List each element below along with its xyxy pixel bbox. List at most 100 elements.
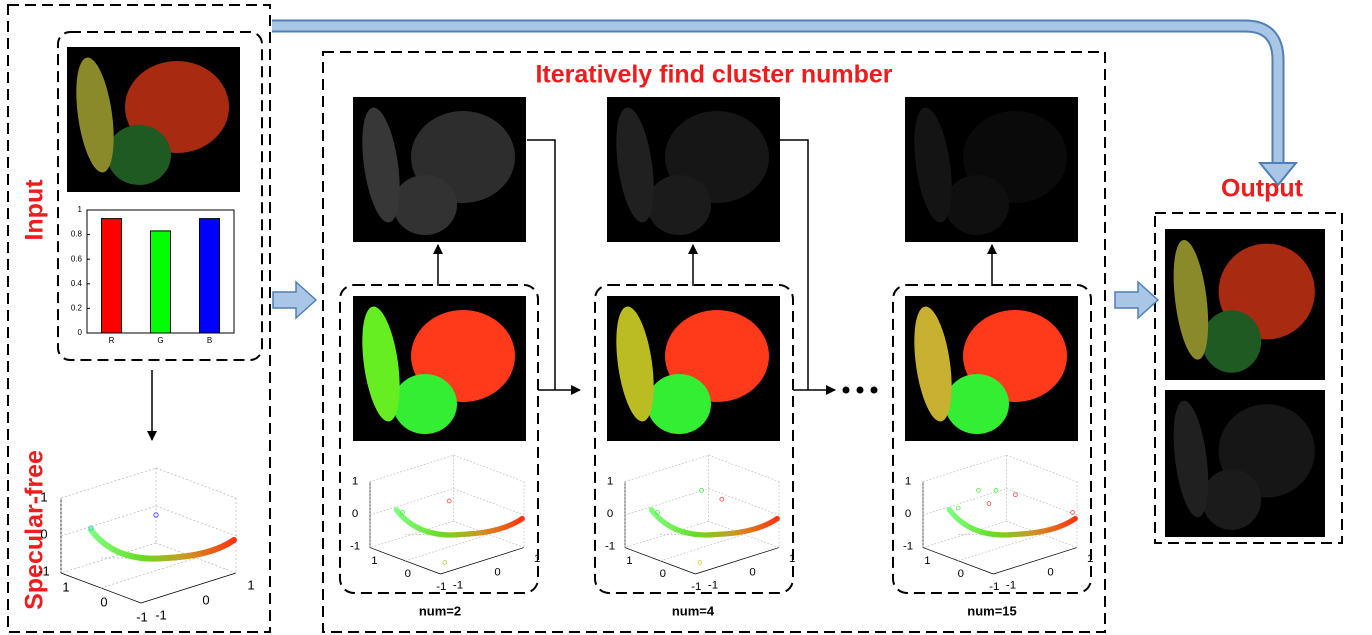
plot-tick-label: 0	[40, 526, 47, 541]
plot-center	[987, 502, 991, 506]
plot-axis	[370, 489, 454, 515]
plot-axis	[156, 506, 236, 536]
plot-center	[1013, 493, 1017, 497]
plot-center	[977, 488, 981, 492]
plot-tick-label: 1	[905, 476, 911, 488]
figure: Input Specular-free Iteratively find clu…	[0, 0, 1372, 635]
plot-tick-label: 1	[924, 555, 930, 567]
plot-tick-label: -1	[708, 579, 718, 591]
plot-axis	[370, 455, 454, 481]
plot-center	[447, 499, 451, 503]
plot-tick-label: -1	[1006, 579, 1016, 591]
plot-tick-label: -1	[453, 579, 463, 591]
y-tick-label: 1	[78, 205, 83, 214]
step-label: num=4	[672, 603, 715, 618]
y-tick-label: 0.2	[71, 304, 83, 313]
block-arrow	[1115, 282, 1158, 318]
image	[905, 296, 1078, 441]
plot-axis	[61, 506, 156, 536]
plot-axis	[454, 455, 524, 481]
plot-axis	[1007, 455, 1077, 481]
plot-tick-label: 0	[607, 508, 613, 520]
plot-tick-label: 1	[352, 476, 358, 488]
plot-center	[720, 497, 724, 501]
plot-axis	[405, 534, 489, 560]
plot-tick-label: 0	[660, 568, 666, 580]
plot-3d: 1 0 -1 1 0 -1 -1 0 1	[605, 455, 795, 593]
image-shape	[393, 374, 457, 434]
plot-axis	[61, 468, 156, 498]
plot-curve	[396, 510, 522, 535]
image-shape	[647, 175, 711, 235]
y-tick-label: 0	[78, 328, 83, 337]
image-shape	[1202, 310, 1261, 372]
image-shape	[945, 374, 1009, 434]
image-shape	[393, 175, 457, 235]
plot-tick-label: 1	[607, 476, 613, 488]
output-title: Output	[1221, 175, 1304, 203]
image	[353, 296, 526, 441]
plot-3d: 10-110-1-101	[350, 455, 540, 593]
y-tick-label: 0.4	[71, 279, 83, 288]
plot-tick-label: -1	[903, 541, 913, 553]
plot-tick-label: 0	[1047, 566, 1053, 578]
plot-tick-label: -1	[605, 541, 615, 553]
image	[67, 47, 240, 192]
plot-axis	[709, 489, 779, 515]
image-shape	[647, 374, 711, 434]
plot-axis	[625, 489, 709, 515]
plot-curve	[91, 530, 234, 559]
plot-axis	[454, 489, 524, 515]
plot-tick-label: 0	[405, 568, 411, 580]
plot-axis	[923, 489, 1007, 515]
x-tick-label: B	[207, 336, 212, 345]
input-label: Input	[21, 179, 49, 241]
plot-tick-label: 1	[62, 579, 69, 594]
plot-tick-label: -1	[155, 607, 167, 622]
plot-center	[956, 506, 960, 510]
plot-tick-label: -1	[691, 581, 701, 593]
plot-axis	[993, 548, 1077, 574]
y-tick-label: 0.8	[71, 230, 83, 239]
plot-axis	[958, 534, 1042, 560]
plot-tick-label: 1	[40, 489, 47, 504]
plot-tick-label: 1	[247, 577, 254, 592]
image-shape	[945, 175, 1009, 235]
plot-tick-label: 0	[202, 592, 209, 607]
plot-tick-label: 1	[371, 555, 377, 567]
plot-tick-label: 1	[789, 553, 795, 565]
plot-tick-label: 1	[1087, 553, 1093, 565]
plot-axis	[625, 455, 709, 481]
plot-tick-label: 0	[494, 566, 500, 578]
plot-axis	[156, 468, 236, 498]
ellipsis	[843, 387, 878, 394]
block-arrow	[273, 282, 316, 318]
bar	[102, 219, 122, 333]
image	[607, 97, 780, 242]
middle-title: Iteratively find cluster number	[535, 61, 892, 89]
plot-axis	[923, 455, 1007, 481]
plot-axis	[695, 548, 779, 574]
plot-tick-label: -1	[136, 609, 148, 624]
plot-axis	[440, 548, 524, 574]
plot-3d: 1 0 -1 1 0 -1 -1 0 1	[38, 468, 254, 624]
image	[353, 97, 526, 242]
plot-tick-label: -1	[350, 541, 360, 553]
plot-tick-label: -1	[38, 563, 50, 578]
plot-center	[443, 561, 447, 565]
image-shape	[107, 125, 171, 185]
plot-tick-label: -1	[436, 581, 446, 593]
connectors	[152, 140, 992, 440]
plot-axis	[1007, 489, 1077, 515]
plot-tick-label: 0	[100, 594, 107, 609]
image	[1165, 229, 1325, 380]
x-tick-label: G	[157, 336, 163, 345]
plot-tick-label: -1	[989, 581, 999, 593]
plot-tick-label: 0	[352, 508, 358, 520]
plot-tick-label: 1	[626, 555, 632, 567]
plot-center	[994, 488, 998, 492]
plot-tick-label: 0	[749, 566, 755, 578]
image	[607, 296, 780, 441]
plot-curve	[651, 510, 777, 535]
plot-curve	[949, 510, 1075, 535]
